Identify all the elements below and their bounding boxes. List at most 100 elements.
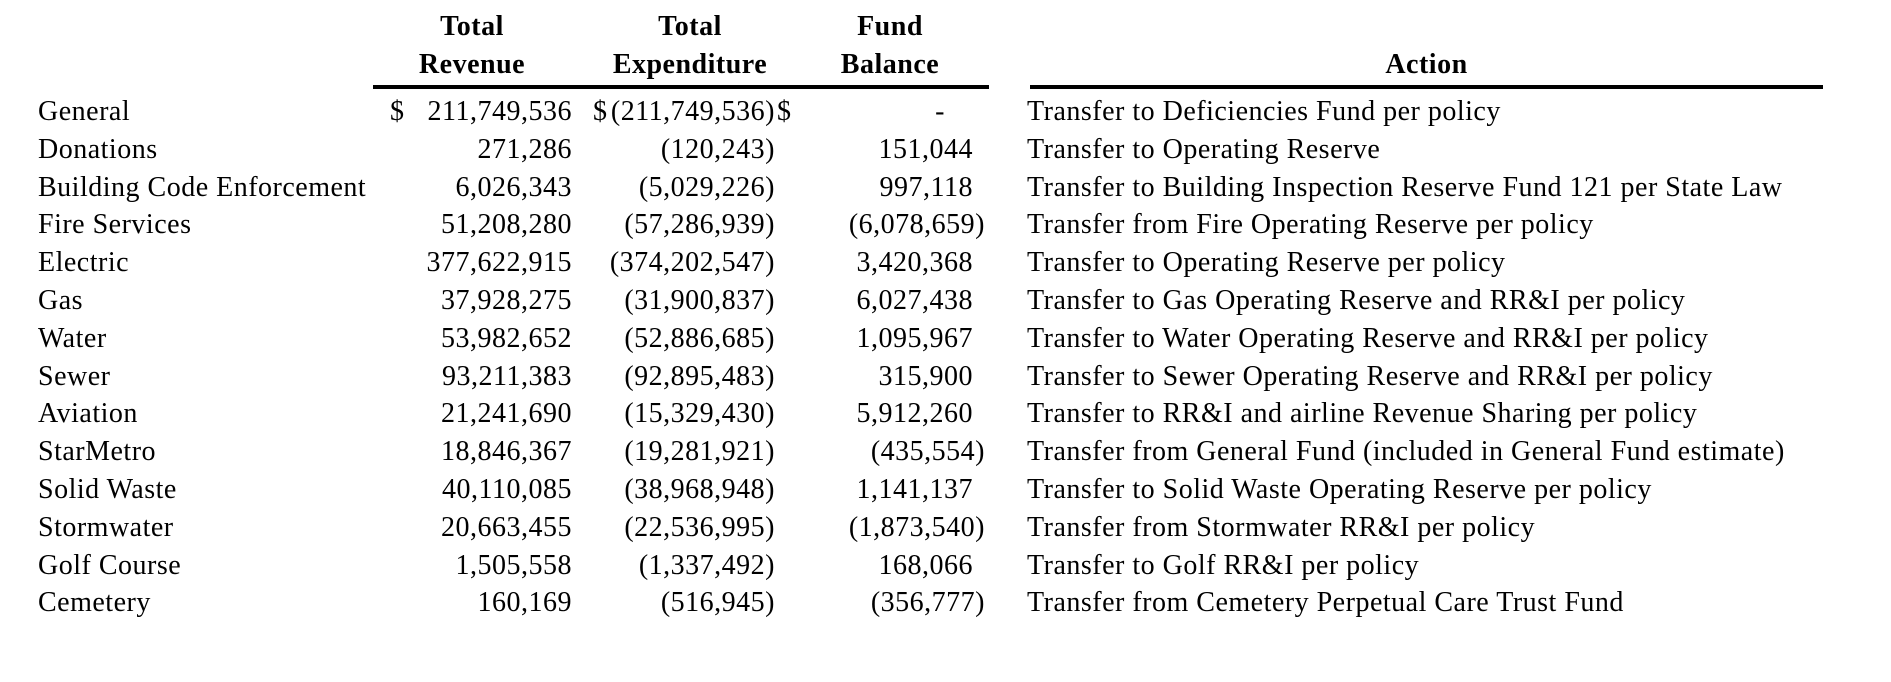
action-cell: Transfer to Sewer Operating Reserve and …	[1027, 360, 1713, 392]
fund-name-cell: Electric	[38, 247, 130, 279]
table-row: Electric 377,622,915 (374,202,547) 3,420,36…	[0, 244, 1891, 282]
total-revenue-cell: 6,026,343	[385, 169, 584, 207]
fund-name-cell: Water	[38, 322, 107, 354]
action-cell: Transfer to RR&I and airline Revenue Sha…	[1027, 398, 1698, 430]
amount-value: (435,554)	[870, 436, 985, 468]
fund-name-cell: Cemetery	[38, 587, 151, 619]
total-revenue-cell: 93,211,383	[385, 358, 584, 396]
amount-value: 93,211,383	[442, 360, 572, 392]
fund-name-cell: Donations	[38, 133, 158, 165]
total-revenue-cell: 53,982,652	[385, 320, 584, 358]
total-expenditure-cell: (38,968,948)	[584, 471, 775, 509]
total-expenditure-cell: (15,329,430)	[584, 395, 775, 433]
amount-value: (1,873,540)	[848, 511, 985, 543]
action-cell: Transfer from Fire Operating Reserve per…	[1027, 209, 1594, 241]
fund-name-cell: StarMetro	[38, 436, 157, 468]
table-row: Solid Waste 40,110,085 (38,968,948) 1,141,1…	[0, 471, 1891, 509]
fund-name-cell: Solid Waste	[38, 473, 177, 505]
fund-balance-cell: 1,141,137	[775, 471, 985, 509]
fund-balance-cell: (6,078,659)	[775, 206, 985, 244]
amount-value: (15,329,430)	[624, 398, 775, 430]
amount-value: (5,029,226)	[638, 171, 775, 203]
currency-symbol: $	[777, 96, 792, 127]
amount-value: 37,928,275	[441, 284, 572, 316]
amount-value: 6,027,438	[856, 284, 973, 316]
action-cell: Transfer to Operating Reserve	[1027, 133, 1381, 165]
header-fund-balance-line1: Fund	[857, 11, 923, 42]
table-row: Sewer 93,211,383 (92,895,483) 315,900 Transf…	[0, 358, 1891, 396]
amount-value: 18,846,367	[441, 436, 572, 468]
fund-balance-cell: $ -	[775, 93, 985, 131]
amount-value: 160,169	[477, 587, 572, 619]
action-cell: Transfer to Gas Operating Reserve and RR…	[1027, 284, 1686, 316]
total-expenditure-cell: $ (211,749,536)	[584, 93, 775, 131]
amount-value: (211,749,536)	[610, 96, 775, 127]
total-expenditure-cell: (31,900,837)	[584, 282, 775, 320]
action-cell: Transfer from Cemetery Perpetual Care Tr…	[1027, 587, 1624, 619]
total-expenditure-cell: (1,337,492)	[584, 547, 775, 585]
table-row: General $211,749,536 $ (211,749,536) $ - Trans…	[0, 93, 1891, 131]
amount-value: 377,622,915	[426, 247, 572, 279]
total-expenditure-cell: (22,536,995)	[584, 509, 775, 547]
action-cell: Transfer to Golf RR&I per policy	[1027, 549, 1420, 581]
amount-value: 5,912,260	[856, 398, 973, 430]
amount-value: (22,536,995)	[624, 511, 775, 543]
table-row: Gas 37,928,275 (31,900,837) 6,027,438 Transf…	[0, 282, 1891, 320]
amount-value: 315,900	[878, 360, 973, 392]
fund-name-cell: Fire Services	[38, 209, 192, 241]
total-expenditure-cell: (57,286,939)	[584, 206, 775, 244]
amount-value: (356,777)	[870, 587, 985, 619]
fund-balance-cell: (356,777)	[775, 584, 985, 622]
fund-balance-cell: 997,118	[775, 169, 985, 207]
currency-symbol: $	[390, 96, 405, 127]
amount-value: 40,110,085	[442, 473, 572, 505]
total-revenue-cell: 20,663,455	[385, 509, 584, 547]
amount-value: (57,286,939)	[624, 209, 775, 241]
amount-value: (374,202,547)	[609, 247, 775, 279]
amount-value: 1,141,137	[856, 473, 973, 505]
fund-balance-cell: 5,912,260	[775, 395, 985, 433]
header-action: Action	[1385, 49, 1468, 80]
action-column-rule	[1030, 85, 1823, 89]
action-cell: Transfer from Stormwater RR&I per policy	[1027, 511, 1536, 543]
total-revenue-cell: 377,622,915	[385, 244, 584, 282]
action-cell: Transfer to Solid Waste Operating Reserv…	[1027, 473, 1652, 505]
fund-table-rows: General $211,749,536 $ (211,749,536) $ - Trans…	[0, 93, 1891, 622]
fund-name-cell: Golf Course	[38, 549, 182, 581]
fund-balance-cell: 3,420,368	[775, 244, 985, 282]
fund-balance-cell: (1,873,540)	[775, 509, 985, 547]
fund-name-cell: Sewer	[38, 360, 111, 392]
amount-value: 3,420,368	[856, 247, 973, 279]
table-row: StarMetro 18,846,367 (19,281,921) (435,554)…	[0, 433, 1891, 471]
table-row: Donations 271,286 (120,243) 151,044 Transfer…	[0, 131, 1891, 169]
amount-value: (19,281,921)	[624, 436, 775, 468]
header-total-revenue-line1: Total	[440, 11, 504, 42]
fund-name-cell: Gas	[38, 284, 84, 316]
table-row: Golf Course 1,505,558 (1,337,492) 168,066 Tr…	[0, 547, 1891, 585]
total-expenditure-cell: (92,895,483)	[584, 358, 775, 396]
total-revenue-cell: 18,846,367	[385, 433, 584, 471]
amount-value: 151,044	[878, 133, 973, 165]
amount-value: 1,505,558	[455, 549, 572, 581]
fund-name-cell: Stormwater	[38, 511, 174, 543]
total-expenditure-cell: (374,202,547)	[584, 244, 775, 282]
total-revenue-cell: 160,169	[385, 584, 584, 622]
header-fund-balance-line2: Balance	[840, 49, 940, 80]
header-total-expenditure-line2: Expenditure	[612, 49, 768, 80]
amount-value: 997,118	[879, 171, 973, 203]
amount-value: (92,895,483)	[624, 360, 775, 392]
total-revenue-cell: 21,241,690	[385, 395, 584, 433]
table-row: Building Code Enforcement 6,026,343 (5,029…	[0, 169, 1891, 207]
amount-value: (31,900,837)	[624, 284, 775, 316]
amount-value: 211,749,536	[427, 96, 572, 127]
total-expenditure-cell: (120,243)	[584, 131, 775, 169]
fund-balance-cell: (435,554)	[775, 433, 985, 471]
amount-value: (6,078,659)	[848, 209, 985, 241]
total-revenue-cell: 51,208,280	[385, 206, 584, 244]
action-cell: Transfer to Operating Reserve per policy	[1027, 247, 1506, 279]
total-expenditure-cell: (52,886,685)	[584, 320, 775, 358]
amount-value: 168,066	[878, 549, 973, 581]
fund-balance-cell: 1,095,967	[775, 320, 985, 358]
amount-value: (120,243)	[660, 133, 775, 165]
